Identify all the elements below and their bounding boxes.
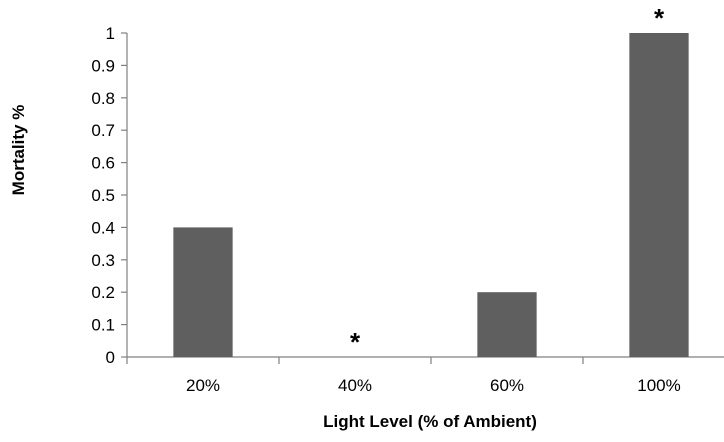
y-tick-label: 0.1 xyxy=(91,316,115,335)
y-tick-label: 0.9 xyxy=(91,56,115,75)
significance-marks: ** xyxy=(350,3,665,357)
significance-asterisk: * xyxy=(654,3,665,33)
y-tick-label: 0 xyxy=(106,348,115,367)
y-tick-label: 0.7 xyxy=(91,121,115,140)
x-axis: 20% 40% 60% 100% xyxy=(126,356,724,395)
bars xyxy=(173,33,689,357)
x-tick-label: 60% xyxy=(490,376,524,395)
x-tick-label: 20% xyxy=(186,376,220,395)
y-tick-label: 0.2 xyxy=(91,283,115,302)
y-tick-label: 0.8 xyxy=(91,89,115,108)
bar-100pct xyxy=(629,33,689,357)
y-tick-label: 1 xyxy=(106,24,115,43)
bar-60pct xyxy=(477,292,537,357)
y-tick-label: 0.6 xyxy=(91,154,115,173)
x-tick-label: 100% xyxy=(637,376,680,395)
x-axis-title: Light Level (% of Ambient) xyxy=(323,412,537,431)
y-axis: 0 0.1 0.2 0.3 0.4 0.5 0.6 0.7 0.8 0.9 1 xyxy=(91,24,128,367)
y-tick-label: 0.3 xyxy=(91,251,115,270)
significance-asterisk: * xyxy=(350,327,361,357)
y-tick-label: 0.4 xyxy=(91,218,115,237)
x-tick-label: 40% xyxy=(338,376,372,395)
bar-20pct xyxy=(173,227,233,357)
y-tick-label: 0.5 xyxy=(91,186,115,205)
y-axis-title: Mortality % xyxy=(9,105,28,196)
